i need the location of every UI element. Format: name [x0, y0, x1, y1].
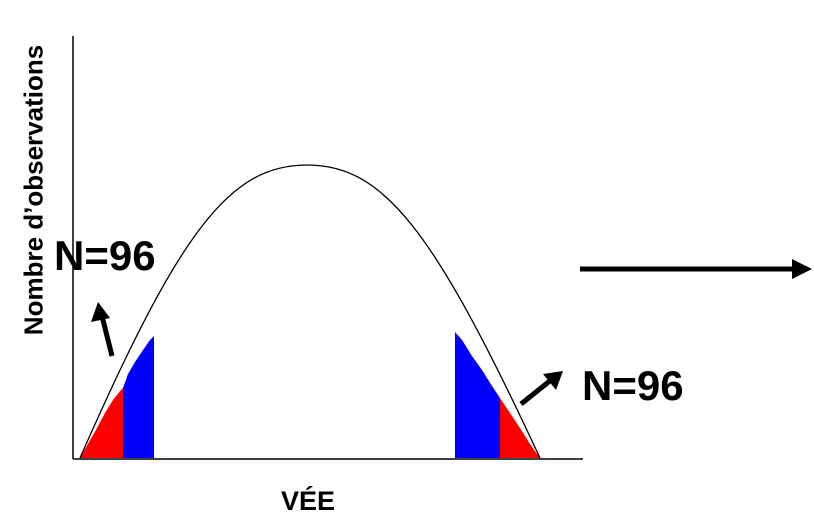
left-count-label: N=96: [54, 232, 156, 279]
x-axis-label: VÉE: [281, 486, 336, 516]
right-tail-outer-region: [500, 398, 540, 458]
y-axis-label: Nombre d’observations: [18, 44, 49, 336]
right-count-label: N=96: [582, 362, 684, 409]
left-tail-inner-region: [123, 336, 154, 458]
right-tail-inner-region: [455, 332, 500, 458]
up-right-arrow-icon: [519, 371, 563, 406]
right-arrow-icon: [580, 259, 812, 279]
left-tail-outer-region: [80, 388, 123, 458]
bell-curve: [79, 164, 541, 459]
up-arrow-icon: [91, 302, 115, 357]
